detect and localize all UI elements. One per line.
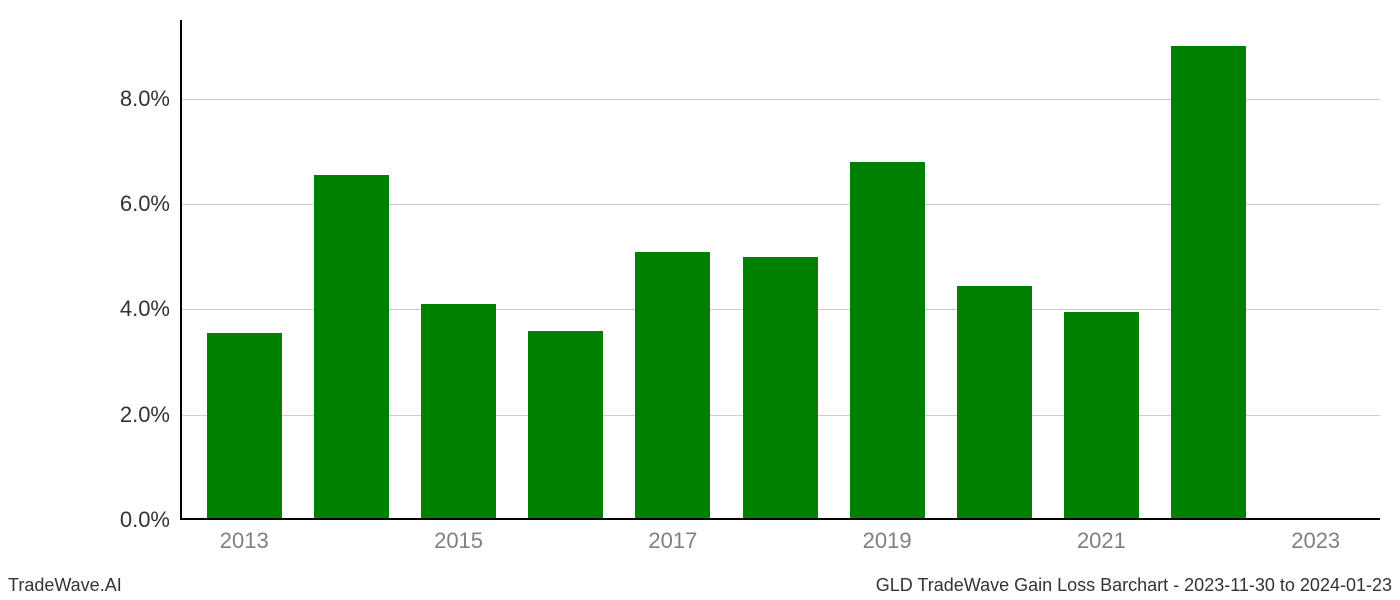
x-tick-label: 2017	[648, 520, 697, 554]
bar	[421, 304, 496, 520]
bar	[207, 333, 282, 520]
bar	[1171, 46, 1246, 520]
bar	[957, 286, 1032, 520]
x-axis-line	[180, 518, 1380, 520]
y-tick-label: 2.0%	[120, 402, 180, 428]
x-tick-label: 2013	[220, 520, 269, 554]
y-tick-label: 8.0%	[120, 86, 180, 112]
x-tick-label: 2019	[863, 520, 912, 554]
bar	[743, 257, 818, 520]
x-tick-label: 2021	[1077, 520, 1126, 554]
x-tick-label: 2023	[1291, 520, 1340, 554]
y-tick-label: 4.0%	[120, 296, 180, 322]
footer-caption: GLD TradeWave Gain Loss Barchart - 2023-…	[868, 571, 1400, 600]
bar	[528, 331, 603, 520]
y-axis-line	[180, 20, 182, 520]
bar	[314, 175, 389, 520]
y-tick-label: 6.0%	[120, 191, 180, 217]
plot-area: 0.0%2.0%4.0%6.0%8.0%20132015201720192021…	[180, 20, 1380, 520]
bar	[635, 252, 710, 520]
y-tick-label: 0.0%	[120, 507, 180, 533]
x-tick-label: 2015	[434, 520, 483, 554]
chart-container: 0.0% 2.0% 4.0% 6.0% 8.0% 2013 2015 2017 2019 2021…	[0, 0, 1400, 600]
footer-brand: TradeWave.AI	[0, 571, 130, 600]
bar	[1064, 312, 1139, 520]
bar	[850, 162, 925, 520]
